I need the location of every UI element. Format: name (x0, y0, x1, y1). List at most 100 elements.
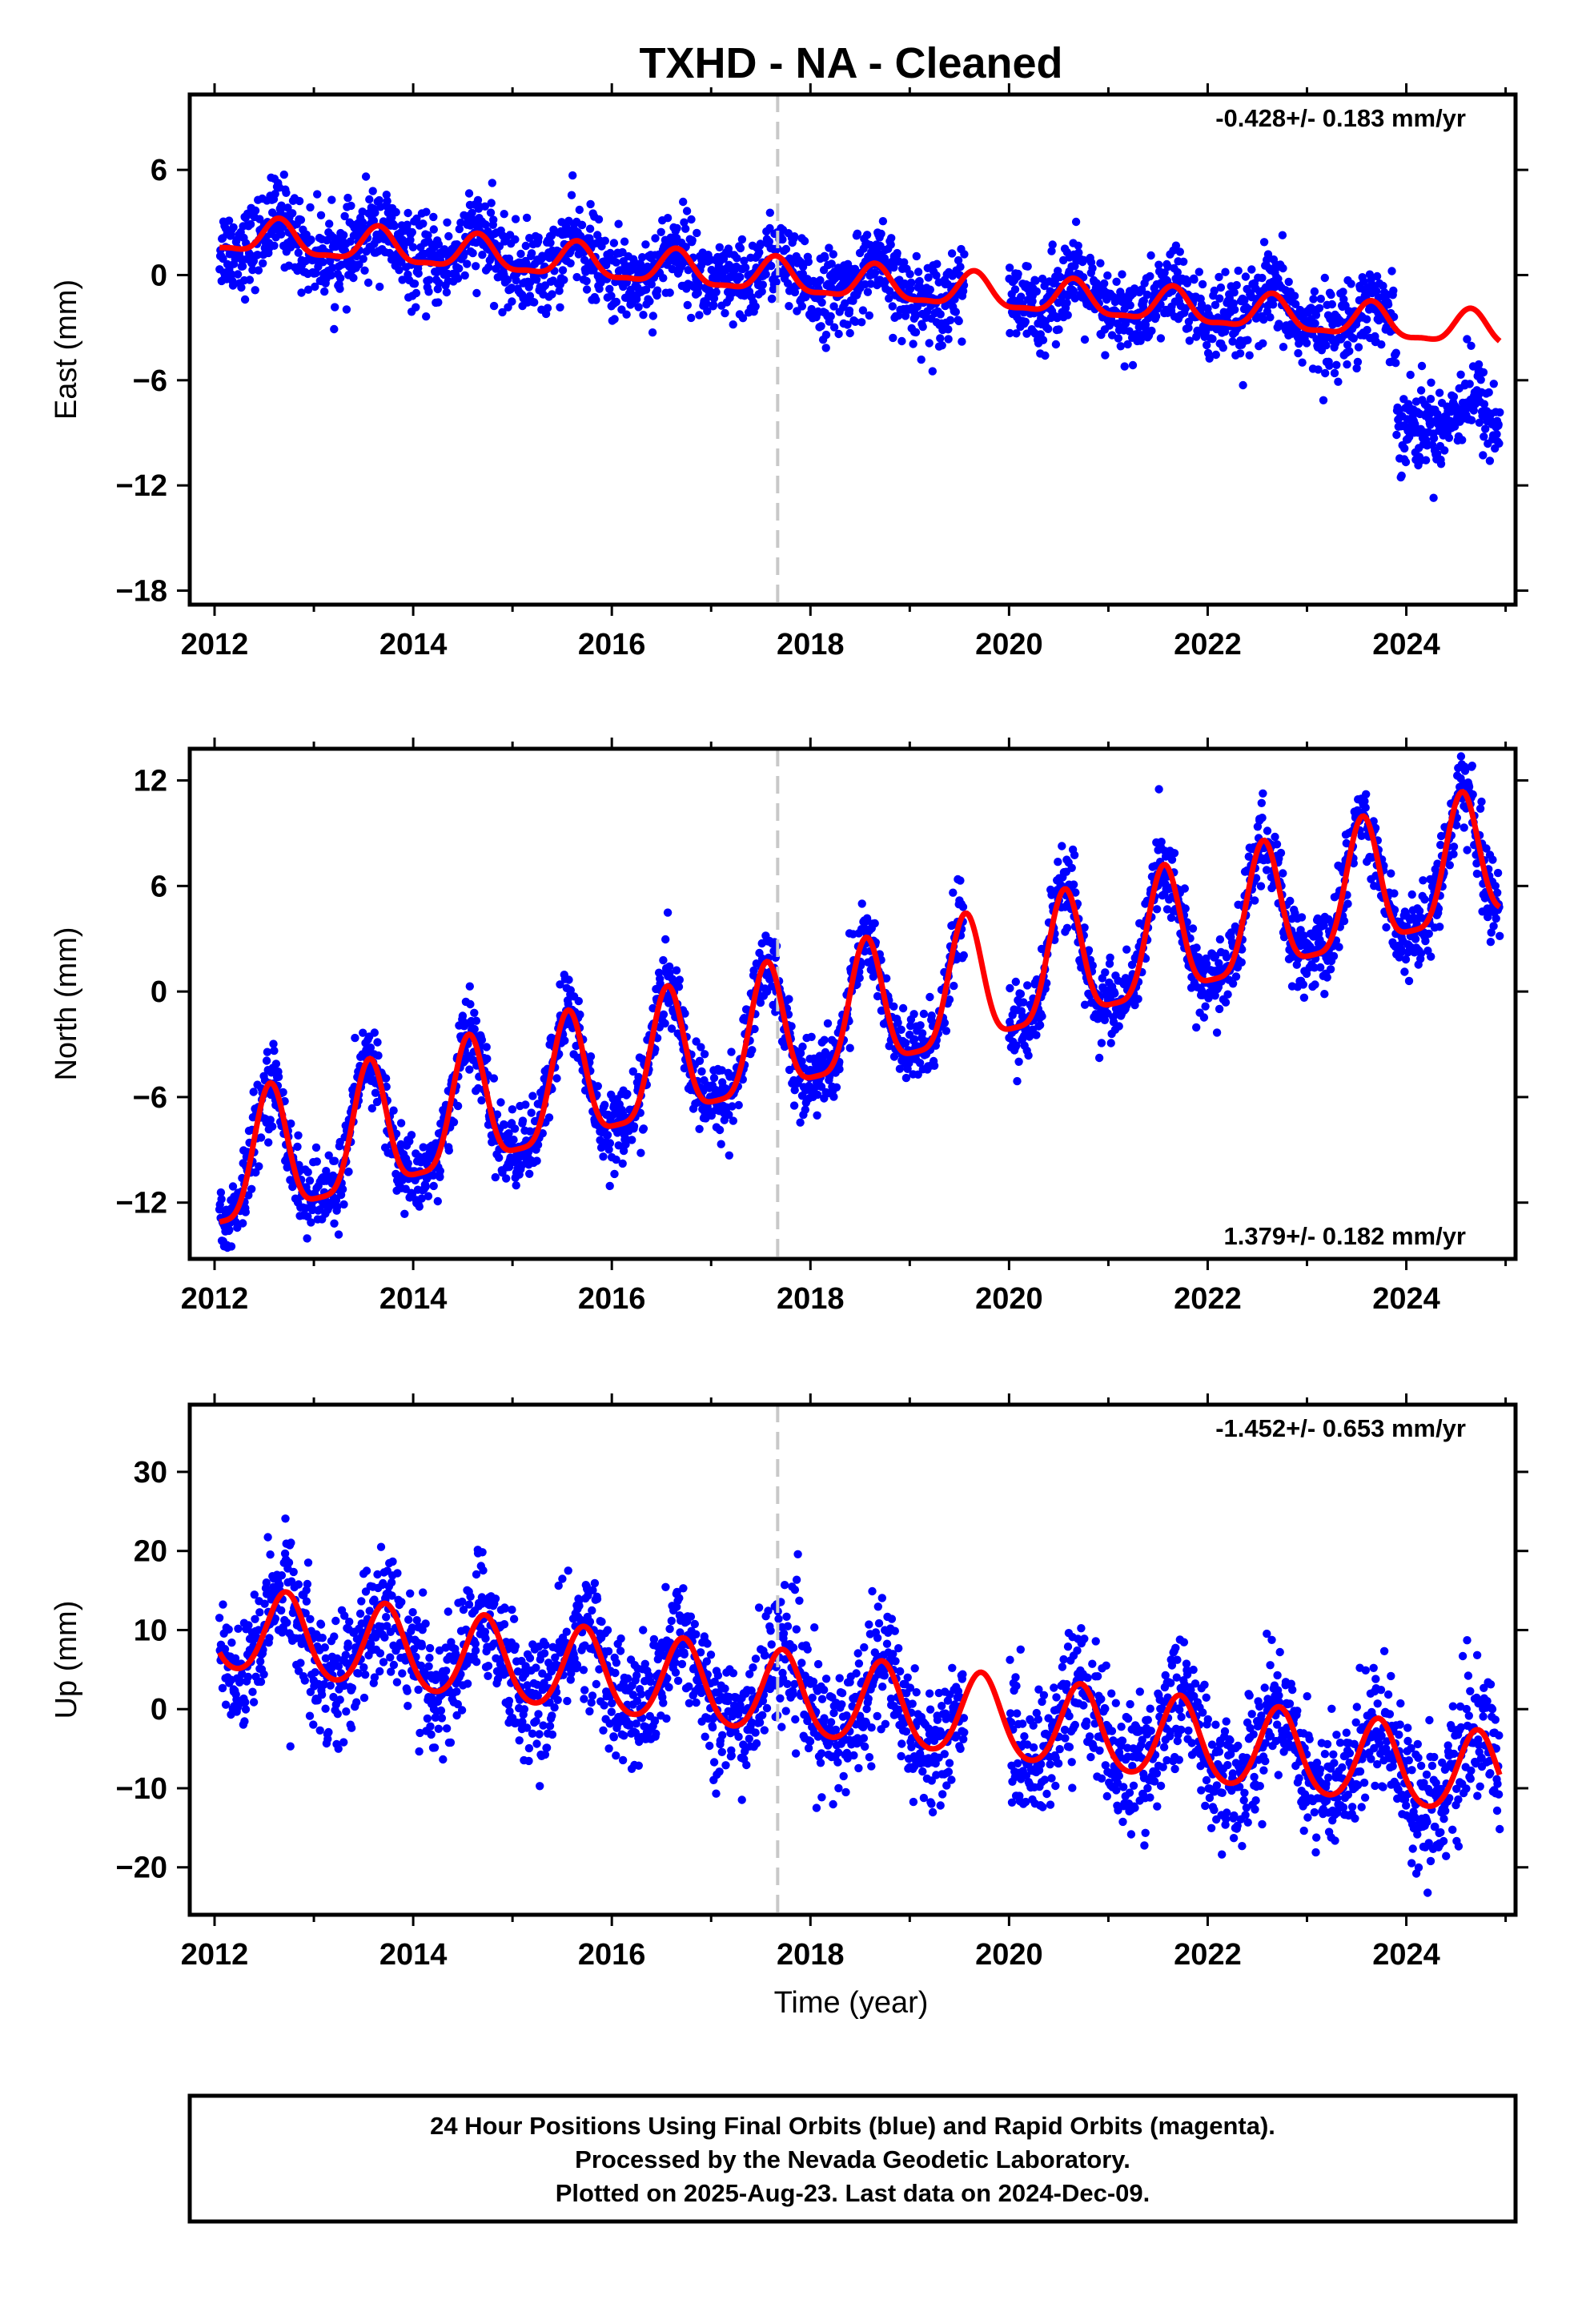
data-point (1181, 904, 1190, 913)
data-point (224, 216, 234, 225)
data-point (665, 962, 674, 971)
data-point (668, 264, 677, 274)
data-point (1484, 388, 1493, 397)
data-point (1322, 341, 1331, 350)
data-point (600, 236, 609, 245)
data-point (936, 310, 945, 319)
data-points (215, 170, 1504, 502)
data-point (219, 254, 227, 263)
data-point (736, 272, 745, 282)
data-point (1298, 358, 1307, 367)
data-point (741, 263, 750, 272)
data-point (944, 335, 953, 344)
data-point (893, 248, 901, 258)
data-point (277, 230, 286, 239)
data-point (483, 1054, 492, 1063)
data-point (817, 322, 825, 331)
data-point (240, 295, 250, 304)
data-point (1231, 972, 1241, 981)
data-point (1235, 349, 1245, 358)
data-point (709, 294, 719, 303)
data-point (594, 215, 604, 224)
data-point (1411, 935, 1420, 943)
data-point (473, 195, 483, 205)
data-point (958, 903, 968, 911)
data-point (789, 1101, 799, 1110)
data-point (320, 287, 329, 296)
data-point (444, 1146, 453, 1155)
data-point (1031, 276, 1040, 285)
data-point (817, 298, 826, 307)
data-point (1256, 882, 1266, 891)
data-point (634, 303, 643, 312)
data-point (1480, 432, 1488, 441)
data-point (582, 276, 591, 286)
data-point (282, 188, 291, 197)
data-point (1114, 334, 1123, 343)
data-point (301, 1204, 311, 1212)
data-point (339, 231, 348, 239)
data-point (1467, 341, 1476, 350)
data-point (900, 258, 909, 267)
data-point (936, 334, 945, 343)
data-point (679, 197, 688, 207)
data-point (489, 215, 498, 224)
data-point (414, 269, 423, 278)
data-point (1054, 858, 1062, 866)
data-point (374, 1051, 383, 1060)
data-point (521, 241, 530, 251)
data-point (1327, 290, 1335, 300)
data-point (1201, 1002, 1210, 1011)
data-point (614, 219, 623, 228)
data-point (259, 259, 267, 267)
north-panel: 2012 2014 2016 2018 2020 2022 2024−12−60612Nor… (50, 738, 1528, 1316)
data-point (757, 287, 766, 296)
data-point (229, 223, 238, 232)
data-point (781, 244, 791, 254)
data-point (227, 270, 236, 279)
data-point (532, 275, 541, 284)
data-point (857, 899, 866, 908)
data-point (1387, 267, 1396, 275)
data-point (1021, 317, 1030, 326)
data-point (1485, 456, 1495, 465)
data-point (1241, 272, 1251, 281)
data-point (1231, 305, 1239, 314)
data-point (845, 1043, 854, 1052)
data-point (1097, 1039, 1106, 1047)
data-point (1063, 311, 1072, 320)
data-point (605, 284, 614, 294)
data-point (1192, 1023, 1201, 1032)
data-point (1467, 416, 1476, 424)
data-point (560, 1036, 569, 1045)
data-point (504, 1129, 513, 1138)
data-point (577, 220, 587, 230)
data-point (820, 1035, 829, 1044)
data-point (434, 298, 443, 307)
data-point (552, 1074, 561, 1083)
y-tick-label: 0 (151, 259, 167, 292)
data-point (271, 189, 279, 199)
data-point (480, 202, 489, 211)
data-point (1427, 952, 1435, 961)
data-point (737, 235, 747, 244)
data-point (442, 287, 452, 297)
data-point (618, 247, 627, 257)
data-point (500, 1120, 509, 1129)
data-point (694, 281, 703, 290)
data-point (297, 288, 306, 297)
data-point (609, 239, 619, 247)
data-point (455, 224, 464, 234)
data-point (1038, 336, 1048, 344)
data-point (1445, 861, 1455, 870)
data-point (560, 275, 568, 284)
data-point (1311, 319, 1319, 328)
data-point (912, 251, 921, 261)
data-point (767, 261, 776, 271)
data-point (1309, 295, 1318, 304)
data-point (826, 312, 835, 321)
data-point (1120, 362, 1129, 371)
data-point (404, 1159, 412, 1168)
data-point (1032, 287, 1042, 296)
data-point (330, 1156, 339, 1165)
